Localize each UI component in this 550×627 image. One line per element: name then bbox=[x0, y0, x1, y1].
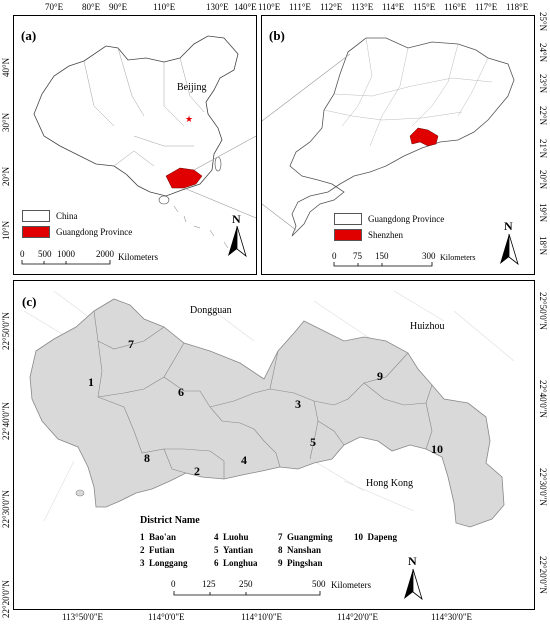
north-label-b: N bbox=[504, 219, 513, 233]
panel-a-china-map: ★ (a) Beijing China Guangdong Province 0… bbox=[13, 15, 257, 275]
district-8-label: 8 bbox=[144, 451, 150, 465]
guangdong-swatch bbox=[22, 226, 50, 238]
svg-text:★: ★ bbox=[185, 115, 193, 125]
panel-a-letter: (a) bbox=[21, 28, 37, 43]
district-10-label: 10 bbox=[431, 442, 443, 456]
district-legend-1: 1 Bao'an bbox=[140, 532, 177, 542]
legend-china: China bbox=[22, 210, 78, 222]
panel-b-letter: (b) bbox=[269, 28, 285, 43]
panel-b-guangdong-map: (b) Guangdong Province Shenzhen 0 75 150… bbox=[261, 15, 535, 275]
district-6-label: 6 bbox=[178, 385, 184, 399]
shenzhen-swatch bbox=[334, 229, 362, 241]
district-9-label: 9 bbox=[377, 369, 383, 383]
district-legend-10: 10 Dapeng bbox=[354, 532, 398, 542]
north-arrow-icon bbox=[500, 233, 519, 266]
scale-bar-a bbox=[21, 260, 111, 265]
north-arrow-icon bbox=[404, 568, 423, 601]
district-5-label: 5 bbox=[310, 435, 316, 449]
district-2-label: 2 bbox=[194, 464, 200, 478]
district-legend-2: 2 Futian bbox=[140, 545, 175, 555]
north-label-a: N bbox=[232, 212, 241, 226]
beijing-label: Beijing bbox=[177, 82, 207, 93]
shenzhen-highlight bbox=[409, 127, 439, 147]
china-outline: ★ bbox=[33, 35, 256, 249]
hongkong-label: Hong Kong bbox=[366, 478, 413, 489]
district-legend-9: 9 Pingshan bbox=[278, 558, 323, 568]
district-legend-8: 8 Nanshan bbox=[278, 545, 322, 555]
china-swatch bbox=[22, 210, 50, 222]
district-legend-6: 6 Longhua bbox=[214, 558, 258, 568]
legend-guangdong: Guangdong Province bbox=[22, 226, 132, 238]
district-legend-3: 3 Longgang bbox=[140, 558, 188, 568]
scale-bar-b bbox=[333, 262, 433, 267]
legend-shenzhen: Shenzhen bbox=[334, 229, 403, 241]
scale-bar-c bbox=[173, 591, 321, 596]
dongguan-label: Dongguan bbox=[190, 305, 232, 316]
guangdong-province-swatch bbox=[334, 213, 362, 225]
north-arrow-icon bbox=[228, 225, 247, 258]
district-legend-7: 7 Guangming bbox=[278, 532, 333, 542]
huizhou-label: Huizhou bbox=[410, 321, 445, 332]
panel-c-letter: (c) bbox=[22, 294, 37, 309]
district-3-label: 3 bbox=[295, 397, 301, 411]
guangdong-highlight bbox=[165, 167, 203, 189]
district-legend-5: 5 Yantian bbox=[214, 545, 254, 555]
panel-c-shenzhen-districts: (c) Dongguan Huizhou Hong Kong 1 2 3 4 5… bbox=[13, 280, 535, 610]
district-4-label: 4 bbox=[241, 453, 247, 467]
guangdong-outline bbox=[262, 37, 515, 237]
district-7-label: 7 bbox=[128, 337, 134, 351]
legend-guangdong-province: Guangdong Province bbox=[334, 213, 444, 225]
north-label-c: N bbox=[408, 554, 417, 568]
shenzhen-district-map bbox=[23, 290, 515, 528]
district-legend-title: District Name bbox=[140, 515, 200, 526]
district-1-label: 1 bbox=[88, 375, 94, 389]
district-legend-4: 4 Luohu bbox=[214, 532, 249, 542]
